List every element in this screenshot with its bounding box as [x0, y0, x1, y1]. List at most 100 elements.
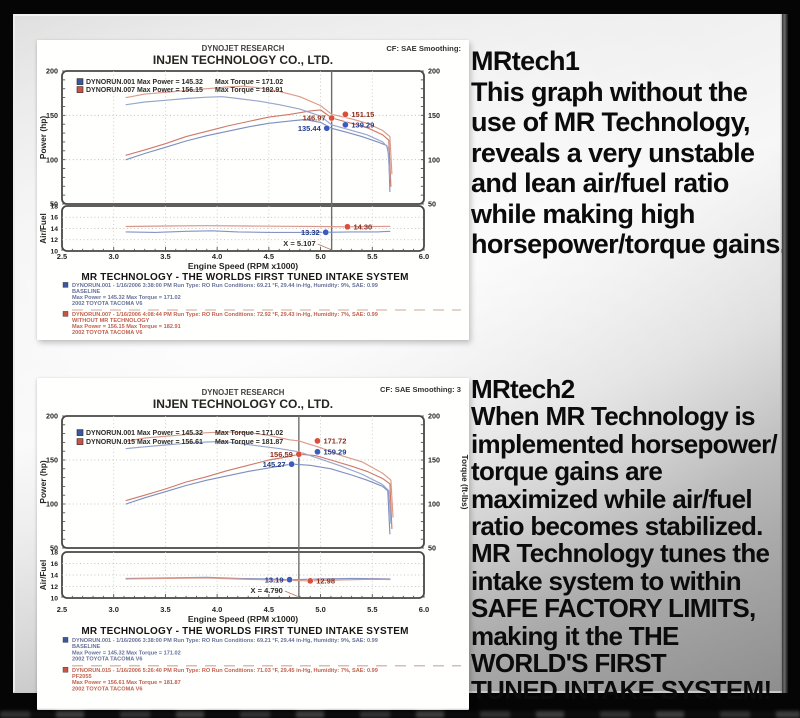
- marker-dot-135.44: [323, 124, 331, 132]
- mrtech1-caption: MRtech1 This graph without the use of MR…: [471, 46, 799, 260]
- marker-label: 13.32: [301, 228, 320, 237]
- x-tick-label: 4.0: [212, 605, 222, 614]
- power-run-curve: [125, 109, 392, 187]
- af-tick-label: 18: [50, 203, 58, 210]
- power-plot-frame: [61, 415, 425, 549]
- mrtech2-body: When MR Technology is implemented horsep…: [471, 401, 778, 706]
- marker-label: 145.27: [263, 460, 286, 469]
- cursor-value-label: X = 4.790: [251, 586, 283, 595]
- x-tick-label: 6.0: [419, 252, 429, 261]
- x-tick-label: 4.5: [264, 605, 274, 614]
- torque-tick-label: 100: [428, 155, 440, 164]
- power-tick-label: 50: [50, 200, 58, 209]
- x-tick-label: 3.0: [108, 252, 118, 261]
- legend-label: DYNORUN.007 Max Power = 156.15: [86, 87, 203, 94]
- legend-label: DYNORUN.015 Max Power = 156.61: [86, 439, 203, 446]
- power-tick-label: 150: [46, 111, 58, 120]
- footer-line: 2002 TOYOTA TACOMA V6: [72, 301, 142, 307]
- power-tick-label: 200: [46, 67, 58, 76]
- x-tick-label: 3.5: [160, 605, 170, 614]
- legend-label: DYNORUN.001 Max Power = 145.32: [86, 79, 203, 86]
- footer-line: Max Power = 156.61 Max Torque = 181.87: [72, 680, 181, 686]
- af-axis-title: Air/Fuel: [39, 560, 48, 590]
- legend-label: Max Torque = 171.02: [215, 79, 283, 86]
- mrtech1-title: MRtech1: [471, 46, 580, 76]
- torque-tick-label: 50: [428, 544, 436, 553]
- af-tick-label: 18: [50, 549, 58, 556]
- torque-run-curve: [125, 85, 393, 175]
- af-tick-label: 16: [50, 215, 58, 222]
- footer-swatch: [62, 282, 69, 288]
- af-tick-label: 12: [50, 584, 58, 591]
- footer-line: Max Power = 156.15 Max Torque = 182.91: [72, 324, 181, 330]
- footer-line: PF2055: [72, 674, 92, 680]
- marker-dot-171.72: [314, 437, 321, 445]
- floor-reflection: [0, 711, 800, 718]
- power-tick-label: 50: [50, 544, 58, 553]
- cursor-leader: [284, 590, 299, 597]
- marker-label: 159.29: [323, 447, 346, 456]
- smoothing-note: CF: SAE Smoothing:: [386, 44, 461, 53]
- power-tick-label: 100: [46, 500, 58, 509]
- footer-line: Max Power = 145.32 Max Torque = 171.02: [72, 650, 181, 656]
- power-baseline-curve: [125, 118, 391, 193]
- footer-swatch: [62, 667, 69, 673]
- legend-swatch: [76, 86, 84, 93]
- footer-line: DYNORUN.015 - 1/16/2006 5:26:40 PM Run T…: [72, 668, 378, 674]
- legend-label: Max Torque = 171.02: [215, 430, 283, 437]
- legend-swatch: [76, 78, 84, 85]
- legend-label: Max Torque = 181.87: [215, 439, 283, 446]
- power-axis-title: Power (hp): [38, 460, 48, 503]
- marker-label: 135.44: [298, 124, 322, 133]
- power-baseline-curve: [125, 463, 391, 535]
- footer-line: WITHOUT MR TECHNOLOGY: [72, 318, 150, 324]
- af-run-curve: [125, 225, 391, 228]
- legend-label: DYNORUN.001 Max Power = 145.32: [86, 430, 203, 437]
- af-tick-label: 10: [50, 248, 58, 255]
- footer-swatch: [62, 311, 69, 317]
- marker-dot-12.98: [306, 577, 314, 585]
- mrtech2-caption: MRtech2 When MR Technology is implemente…: [471, 374, 800, 706]
- power-tick-label: 200: [46, 412, 58, 421]
- marker-dot-139.29: [342, 121, 349, 129]
- mr-technology-banner: MR TECHNOLOGY - THE WORLDS FIRST TUNED I…: [81, 272, 408, 283]
- marker-dot-145.27: [288, 460, 295, 468]
- marker-dot-13.32: [322, 228, 330, 236]
- x-tick-label: 2.5: [57, 605, 67, 614]
- footer-line: BASELINE: [72, 289, 101, 295]
- torque-tick-label: 200: [428, 412, 440, 421]
- x-tick-label: 5.0: [315, 605, 325, 614]
- x-tick-label: 3.5: [160, 252, 170, 261]
- x-tick-label: 4.0: [212, 252, 222, 261]
- marker-dot-146.97: [328, 114, 335, 122]
- marker-dot-156.59: [295, 450, 303, 458]
- marker-dot-151.15: [342, 110, 349, 118]
- power-plot-frame: [61, 70, 425, 205]
- smoothing-note: CF: SAE Smoothing: 3: [380, 385, 461, 394]
- af-tick-label: 14: [50, 226, 58, 233]
- marker-label: 151.15: [351, 110, 374, 119]
- footer-line: 2002 TOYOTA TACOMA V6: [72, 330, 142, 336]
- torque-baseline-curve: [125, 440, 392, 524]
- dyno-chart-mrtech2: DYNOJET RESEARCH INJEN TECHNOLOGY CO., LT…: [37, 378, 469, 710]
- footer-line: Max Power = 145.32 Max Torque = 171.02: [72, 295, 181, 301]
- dyno-chart-mrtech1: DYNOJET RESEARCH INJEN TECHNOLOGY CO., LT…: [37, 40, 469, 340]
- x-tick-label: 3.0: [108, 605, 118, 614]
- x-tick-label: 5.5: [367, 605, 377, 614]
- mrtech2-title: MRtech2: [471, 374, 575, 404]
- torque-tick-label: 100: [428, 500, 440, 509]
- poster-page: DYNOJET RESEARCH INJEN TECHNOLOGY CO., LT…: [13, 14, 787, 710]
- af-tick-label: 12: [50, 237, 58, 244]
- footer-line: BASELINE: [72, 644, 101, 650]
- af-axis-title: Air/Fuel: [39, 213, 48, 243]
- marker-label: 13.19: [265, 575, 284, 584]
- marker-dot-13.19: [286, 576, 293, 584]
- power-run-curve: [125, 453, 393, 530]
- power-axis-title: Power (hp): [38, 116, 48, 159]
- footer-line: 2002 TOYOTA TACOMA V6: [72, 657, 142, 663]
- legend-label: Max Torque = 182.91: [215, 87, 283, 94]
- torque-baseline-curve: [125, 96, 391, 180]
- x-tick-label: 5.0: [315, 252, 325, 261]
